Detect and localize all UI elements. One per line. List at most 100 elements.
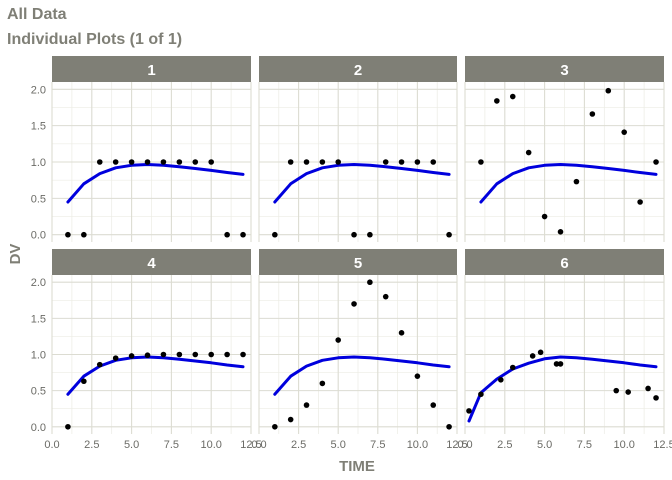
data-point bbox=[96, 361, 103, 368]
data-point bbox=[414, 373, 421, 379]
facet-strip bbox=[465, 249, 664, 275]
data-point bbox=[303, 159, 310, 165]
data-point bbox=[613, 387, 620, 394]
data-point bbox=[96, 159, 103, 165]
data-point bbox=[240, 231, 246, 238]
fitted-line bbox=[273, 355, 451, 396]
data-point bbox=[208, 351, 214, 358]
y-tick-label: 0.5 bbox=[31, 386, 46, 398]
data-point bbox=[81, 231, 87, 238]
data-point bbox=[319, 380, 326, 387]
x-tick-label: 10.0 bbox=[407, 439, 428, 451]
facet-panel-2: 2 bbox=[258, 56, 458, 242]
y-tick-label: 1.0 bbox=[31, 350, 46, 362]
x-tick-label: 10.0 bbox=[200, 439, 221, 451]
x-tick-label: 10.0 bbox=[613, 439, 634, 451]
data-point bbox=[553, 361, 560, 367]
data-point bbox=[303, 402, 310, 408]
facet-panel-5: 5 0.0 2.5 5.0 7.5 10.0 12.5 bbox=[251, 249, 468, 451]
y-tick-label: 1.0 bbox=[31, 157, 46, 169]
data-point bbox=[367, 279, 373, 286]
facet-strip-label: 6 bbox=[560, 255, 568, 272]
data-point bbox=[621, 129, 627, 135]
data-point bbox=[494, 98, 500, 104]
data-point bbox=[176, 351, 183, 358]
facet-strip bbox=[465, 56, 664, 82]
data-point bbox=[240, 351, 246, 358]
data-point bbox=[430, 159, 437, 165]
data-point bbox=[466, 408, 472, 414]
data-point bbox=[498, 376, 504, 383]
x-axis-title: TIME bbox=[339, 458, 375, 475]
data-point bbox=[653, 159, 659, 165]
facet-panel-4: 4 0.0 0.5 1.0 1.5 2.0 0.0 2.5 5.0 7.5 10.0 12.5 bbox=[31, 249, 262, 451]
data-point bbox=[398, 330, 405, 336]
facet-strip-label: 1 bbox=[147, 62, 155, 79]
plot-subtitle: Individual Plots (1 of 1) bbox=[7, 31, 183, 48]
data-point bbox=[287, 416, 294, 423]
fitted-line bbox=[66, 163, 245, 204]
plot-title: All Data bbox=[7, 6, 67, 23]
facet-strip bbox=[259, 56, 457, 82]
facet-strip bbox=[52, 249, 251, 275]
y-tick-label: 0.0 bbox=[31, 422, 46, 434]
facet-strip bbox=[52, 56, 251, 82]
data-point bbox=[176, 159, 183, 165]
data-point bbox=[525, 149, 532, 156]
data-point bbox=[319, 159, 326, 165]
x-tick-label: 7.5 bbox=[164, 439, 179, 451]
data-point bbox=[557, 229, 564, 235]
x-tick-label: 7.5 bbox=[370, 439, 385, 451]
x-tick-label: 12.5 bbox=[446, 439, 467, 451]
data-point bbox=[351, 301, 357, 307]
data-point bbox=[478, 391, 484, 398]
data-point bbox=[208, 159, 214, 165]
x-tick-label: 5.0 bbox=[331, 439, 346, 451]
data-point bbox=[367, 231, 373, 238]
x-tick-label: 12.5 bbox=[653, 439, 672, 451]
data-point bbox=[128, 159, 135, 165]
x-tick-label: 2.5 bbox=[497, 439, 512, 451]
data-point bbox=[557, 361, 564, 367]
facet-panel-1: 1 0.0 0.5 1.0 1.5 2.0 bbox=[31, 56, 252, 242]
x-tick-label: 0.0 bbox=[251, 439, 266, 451]
data-point bbox=[144, 159, 151, 165]
data-point bbox=[224, 231, 230, 238]
x-tick-label: 0.0 bbox=[457, 439, 472, 451]
y-axis-title: DV bbox=[7, 244, 24, 265]
x-tick-label: 2.5 bbox=[291, 439, 306, 451]
data-point bbox=[653, 395, 659, 401]
data-point bbox=[272, 231, 278, 238]
data-point bbox=[335, 159, 342, 165]
fitted-line bbox=[479, 163, 658, 204]
data-point bbox=[382, 293, 389, 300]
x-tick-label: 5.0 bbox=[124, 439, 139, 451]
x-tick-label: 12.5 bbox=[240, 439, 261, 451]
data-point bbox=[272, 423, 278, 430]
x-tick-label: 2.5 bbox=[84, 439, 99, 451]
fitted-line bbox=[467, 355, 658, 423]
data-point bbox=[112, 355, 119, 361]
data-point bbox=[335, 337, 342, 343]
data-point bbox=[637, 199, 643, 205]
data-point bbox=[351, 231, 357, 238]
data-point bbox=[287, 159, 294, 165]
data-point bbox=[160, 351, 167, 358]
data-point bbox=[65, 231, 71, 238]
data-point bbox=[430, 402, 437, 408]
data-point bbox=[192, 351, 199, 358]
data-point bbox=[192, 159, 199, 165]
y-tick-label: 2.0 bbox=[31, 277, 46, 289]
data-point bbox=[529, 353, 536, 359]
y-tick-label: 1.5 bbox=[31, 121, 46, 133]
data-point bbox=[509, 364, 516, 371]
data-point bbox=[81, 378, 87, 385]
x-tick-label: 7.5 bbox=[577, 439, 592, 451]
data-point bbox=[414, 159, 421, 165]
fitted-line bbox=[66, 355, 245, 396]
data-point bbox=[224, 351, 230, 358]
facet-panel-6: 6 0.0 2.5 5.0 7.5 10.0 12.5 bbox=[457, 249, 672, 451]
data-point bbox=[509, 93, 516, 100]
data-point bbox=[589, 111, 596, 117]
